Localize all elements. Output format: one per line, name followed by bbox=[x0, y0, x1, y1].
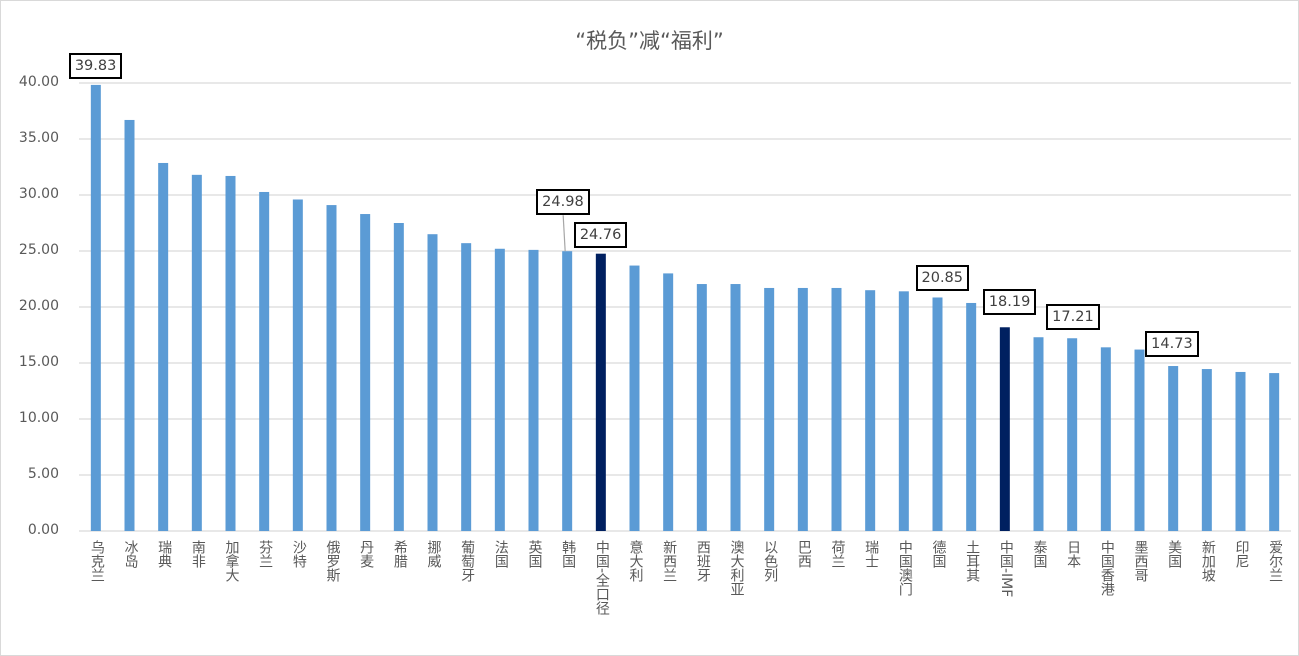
x-tick-label: 荷兰 bbox=[829, 540, 846, 568]
data-label: 24.76 bbox=[573, 221, 628, 248]
data-label: 39.83 bbox=[68, 52, 123, 79]
bar bbox=[797, 287, 808, 531]
x-tick-label: 日本 bbox=[1065, 540, 1082, 568]
x-tick-label: 中国澳门 bbox=[896, 540, 913, 596]
x-tick-label: 挪威 bbox=[425, 540, 442, 568]
x-tick-label: 中国-IMF bbox=[997, 540, 1014, 598]
bar bbox=[90, 84, 101, 532]
x-tick-label: 以色列 bbox=[762, 540, 779, 582]
x-tick-label: 南非 bbox=[189, 540, 206, 568]
bar bbox=[999, 327, 1010, 531]
data-label: 18.19 bbox=[982, 289, 1037, 316]
y-tick-label: 25.00 bbox=[18, 242, 59, 258]
bar bbox=[629, 265, 640, 531]
y-tick-label: 5.00 bbox=[27, 466, 59, 482]
x-tick-label: 泰国 bbox=[1031, 540, 1048, 568]
bar bbox=[831, 287, 842, 531]
y-tick-label: 0.00 bbox=[27, 522, 59, 538]
bar bbox=[865, 290, 876, 531]
bar bbox=[966, 302, 977, 531]
x-tick-label: 德国 bbox=[930, 540, 947, 568]
bar bbox=[595, 253, 606, 532]
bar bbox=[427, 234, 438, 531]
bar bbox=[124, 119, 135, 532]
bar bbox=[326, 205, 337, 531]
y-tick-label: 15.00 bbox=[18, 354, 59, 370]
y-tick-label: 35.00 bbox=[18, 130, 59, 146]
bar bbox=[1100, 347, 1111, 531]
x-tick-label: 韩国 bbox=[560, 540, 577, 568]
chart-title: “税负”减“福利” bbox=[575, 29, 724, 53]
x-tick-label: 芬兰 bbox=[257, 540, 274, 568]
bar bbox=[1134, 349, 1145, 531]
data-label: 24.98 bbox=[536, 189, 590, 216]
x-tick-label: 爱尔兰 bbox=[1267, 540, 1284, 582]
x-tick-label: 印尼 bbox=[1233, 540, 1250, 568]
x-tick-label: 美国 bbox=[1166, 540, 1183, 568]
bar bbox=[393, 223, 404, 531]
x-tick-label: 加拿大 bbox=[223, 540, 240, 582]
bar bbox=[696, 284, 707, 531]
bar bbox=[1033, 337, 1044, 531]
bar bbox=[461, 243, 472, 531]
x-tick-label: 法国 bbox=[492, 540, 509, 568]
leader-line bbox=[562, 215, 566, 252]
x-tick-label: 墨西哥 bbox=[1132, 540, 1149, 582]
y-tick-label: 40.00 bbox=[18, 74, 59, 90]
bar bbox=[562, 251, 573, 531]
bar bbox=[730, 284, 741, 531]
bar bbox=[259, 191, 270, 531]
bar bbox=[494, 248, 505, 531]
x-tick-label: 冰岛 bbox=[122, 540, 139, 568]
bar bbox=[1067, 338, 1078, 531]
x-tick-label: 沙特 bbox=[290, 540, 307, 568]
bar bbox=[1168, 366, 1179, 531]
x-tick-label: 新西兰 bbox=[661, 540, 678, 582]
bar bbox=[158, 162, 169, 531]
data-label: 14.73 bbox=[1145, 331, 1199, 358]
bar bbox=[225, 175, 236, 531]
x-tick-label: 乌克兰 bbox=[88, 540, 105, 582]
bar bbox=[1269, 373, 1280, 531]
x-tick-label: 希腊 bbox=[391, 540, 408, 568]
x-tick-label: 意大利 bbox=[627, 540, 644, 582]
data-label: 17.21 bbox=[1046, 304, 1100, 331]
x-tick-label: 俄罗斯 bbox=[324, 540, 341, 582]
x-tick-label: 土耳其 bbox=[964, 540, 981, 582]
x-tick-label: 瑞典 bbox=[156, 540, 173, 568]
y-tick-label: 10.00 bbox=[18, 410, 59, 426]
x-tick-label: 中国香港 bbox=[1098, 540, 1115, 596]
y-tick-label: 30.00 bbox=[18, 186, 59, 202]
x-tick-label: 新加坡 bbox=[1199, 540, 1216, 582]
x-tick-label: 英国 bbox=[526, 540, 543, 568]
bar bbox=[663, 273, 674, 531]
y-tick-label: 20.00 bbox=[18, 298, 59, 314]
x-tick-label: 巴西 bbox=[795, 540, 812, 568]
x-tick-label: 丹麦 bbox=[358, 540, 375, 568]
x-tick-label: 瑞士 bbox=[863, 540, 880, 568]
bar bbox=[292, 199, 303, 532]
x-tick-label: 葡萄牙 bbox=[459, 540, 476, 582]
bar bbox=[191, 174, 202, 531]
bar bbox=[1235, 371, 1246, 531]
x-tick-label: 澳大利亚 bbox=[728, 540, 745, 596]
bar bbox=[932, 297, 943, 531]
bar bbox=[898, 291, 909, 531]
bar bbox=[1201, 369, 1212, 531]
data-label: 20.85 bbox=[915, 265, 970, 292]
bar bbox=[764, 287, 775, 531]
bar bbox=[528, 249, 539, 531]
x-tick-label: 西班牙 bbox=[694, 540, 711, 582]
x-tick-label: 中国-全口径 bbox=[593, 540, 610, 616]
bar bbox=[360, 214, 371, 532]
